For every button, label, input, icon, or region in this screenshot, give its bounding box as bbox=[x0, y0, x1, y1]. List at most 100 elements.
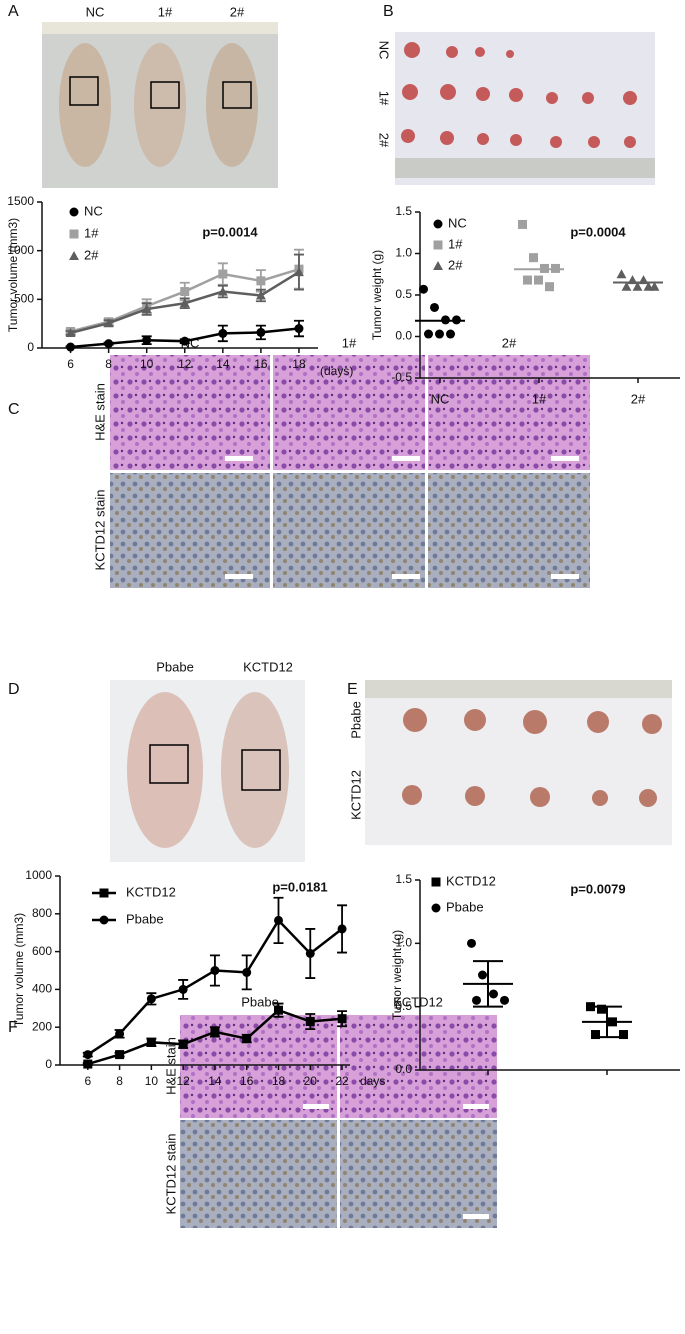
marker bbox=[146, 1037, 156, 1047]
marker bbox=[115, 1029, 125, 1039]
marker bbox=[431, 877, 441, 887]
annotation: p=0.0014 bbox=[202, 224, 258, 239]
marker bbox=[337, 924, 347, 934]
marker bbox=[218, 328, 228, 338]
mouse-photo bbox=[42, 22, 278, 188]
marker bbox=[294, 324, 304, 334]
marker bbox=[305, 1017, 315, 1027]
marker bbox=[66, 342, 76, 352]
marker bbox=[621, 281, 632, 291]
y-tick-label: 200 bbox=[32, 1019, 52, 1033]
marker bbox=[178, 1039, 188, 1049]
marker bbox=[83, 1050, 93, 1060]
legend-label: 1# bbox=[84, 225, 99, 240]
marker bbox=[180, 287, 190, 297]
y-axis-label: Tumor weight (g) bbox=[390, 930, 404, 1020]
marker bbox=[178, 984, 188, 994]
y-tick-label: 1.5 bbox=[395, 204, 412, 218]
marker bbox=[430, 302, 439, 312]
marker bbox=[424, 329, 433, 339]
marker bbox=[103, 318, 114, 328]
y-tick-label: 1.0 bbox=[395, 246, 412, 260]
row-label: KCTD12 stain bbox=[92, 490, 107, 571]
y-tick-label: 800 bbox=[32, 906, 52, 920]
photo-label: KCTD12 bbox=[243, 659, 293, 674]
column-label: 1# bbox=[342, 335, 357, 350]
y-axis-label: Tumor volume (mm3) bbox=[6, 218, 20, 332]
y-tick-label: 0.0 bbox=[395, 1062, 412, 1076]
x-tick-label: 18 bbox=[292, 357, 306, 371]
legend-label: NC bbox=[448, 215, 467, 230]
x-tick-label: 2# bbox=[631, 391, 646, 406]
marker bbox=[294, 267, 304, 277]
marker bbox=[104, 339, 114, 349]
x-tick-label: 8 bbox=[105, 357, 112, 371]
marker bbox=[142, 335, 152, 345]
row-label: H&E stain bbox=[163, 1037, 178, 1095]
marker bbox=[619, 1030, 628, 1040]
column-label: KCTD12 bbox=[393, 994, 443, 1009]
y-tick-label: 1500 bbox=[7, 194, 34, 208]
marker bbox=[433, 261, 443, 271]
x-tick-label: 22 bbox=[335, 1074, 349, 1088]
histology-grid bbox=[110, 355, 590, 588]
x-tick-label: 16 bbox=[254, 357, 268, 371]
y-axis-label: Tumor weight (g) bbox=[370, 250, 384, 340]
marker bbox=[210, 966, 220, 975]
marker bbox=[180, 336, 190, 346]
x-tick-label: 10 bbox=[140, 357, 154, 371]
y-tick-label: 0.0 bbox=[395, 329, 412, 343]
panel-letter: F bbox=[8, 1019, 18, 1036]
marker bbox=[419, 284, 428, 294]
marker bbox=[591, 1030, 600, 1040]
histology-grid bbox=[180, 1015, 497, 1228]
tumor-photo bbox=[395, 32, 655, 185]
photo-label: 2# bbox=[230, 4, 245, 19]
y-tick-label: 500 bbox=[14, 292, 34, 306]
panel-letter: B bbox=[383, 3, 394, 20]
y-tick-label: 0.5 bbox=[395, 287, 412, 301]
marker bbox=[255, 290, 266, 300]
legend-label: Pbabe bbox=[126, 911, 164, 926]
marker bbox=[218, 269, 228, 279]
mouse-photo bbox=[110, 680, 305, 862]
y-tick-label: 0.5 bbox=[395, 999, 412, 1013]
x-tick-label: 6 bbox=[84, 1074, 91, 1088]
marker bbox=[597, 1004, 606, 1014]
marker bbox=[65, 327, 76, 337]
x-tick-label: 8 bbox=[116, 1074, 123, 1088]
legend-label: Pbabe bbox=[446, 899, 484, 914]
marker bbox=[534, 275, 543, 285]
column-label: 2# bbox=[502, 335, 517, 350]
legend-label: KCTD12 bbox=[126, 884, 176, 899]
x-tick-label: 10 bbox=[145, 1074, 159, 1088]
marker bbox=[141, 304, 152, 314]
panel-letter: A bbox=[8, 3, 19, 20]
y-tick-label: 1000 bbox=[25, 868, 52, 882]
y-tick-label: 1000 bbox=[7, 243, 34, 257]
y-axis-label: Tumor volume (mm3) bbox=[12, 913, 26, 1027]
marker bbox=[115, 1050, 125, 1060]
marker bbox=[83, 1059, 93, 1069]
y-tick-label: 600 bbox=[32, 944, 52, 958]
legend-label: NC bbox=[84, 203, 103, 218]
x-tick-label: 1# bbox=[532, 391, 547, 406]
legend-label: KCTD12 bbox=[446, 873, 496, 888]
column-label: Pbabe bbox=[241, 994, 279, 1009]
x-tick-label: 12 bbox=[176, 1074, 190, 1088]
error-bar bbox=[473, 960, 503, 1008]
marker bbox=[545, 282, 554, 292]
annotation: p=0.0004 bbox=[570, 224, 626, 239]
y-tick-label: 0 bbox=[27, 340, 34, 354]
marker bbox=[273, 1005, 283, 1015]
x-tick-label: 18 bbox=[272, 1074, 286, 1088]
marker bbox=[478, 970, 487, 980]
marker bbox=[217, 286, 228, 296]
y-tick-label: 0 bbox=[45, 1057, 52, 1071]
marker bbox=[256, 327, 266, 337]
x-tick-label: 14 bbox=[216, 357, 230, 371]
marker bbox=[529, 253, 538, 263]
photo-label: NC bbox=[86, 4, 105, 19]
marker bbox=[431, 903, 441, 913]
